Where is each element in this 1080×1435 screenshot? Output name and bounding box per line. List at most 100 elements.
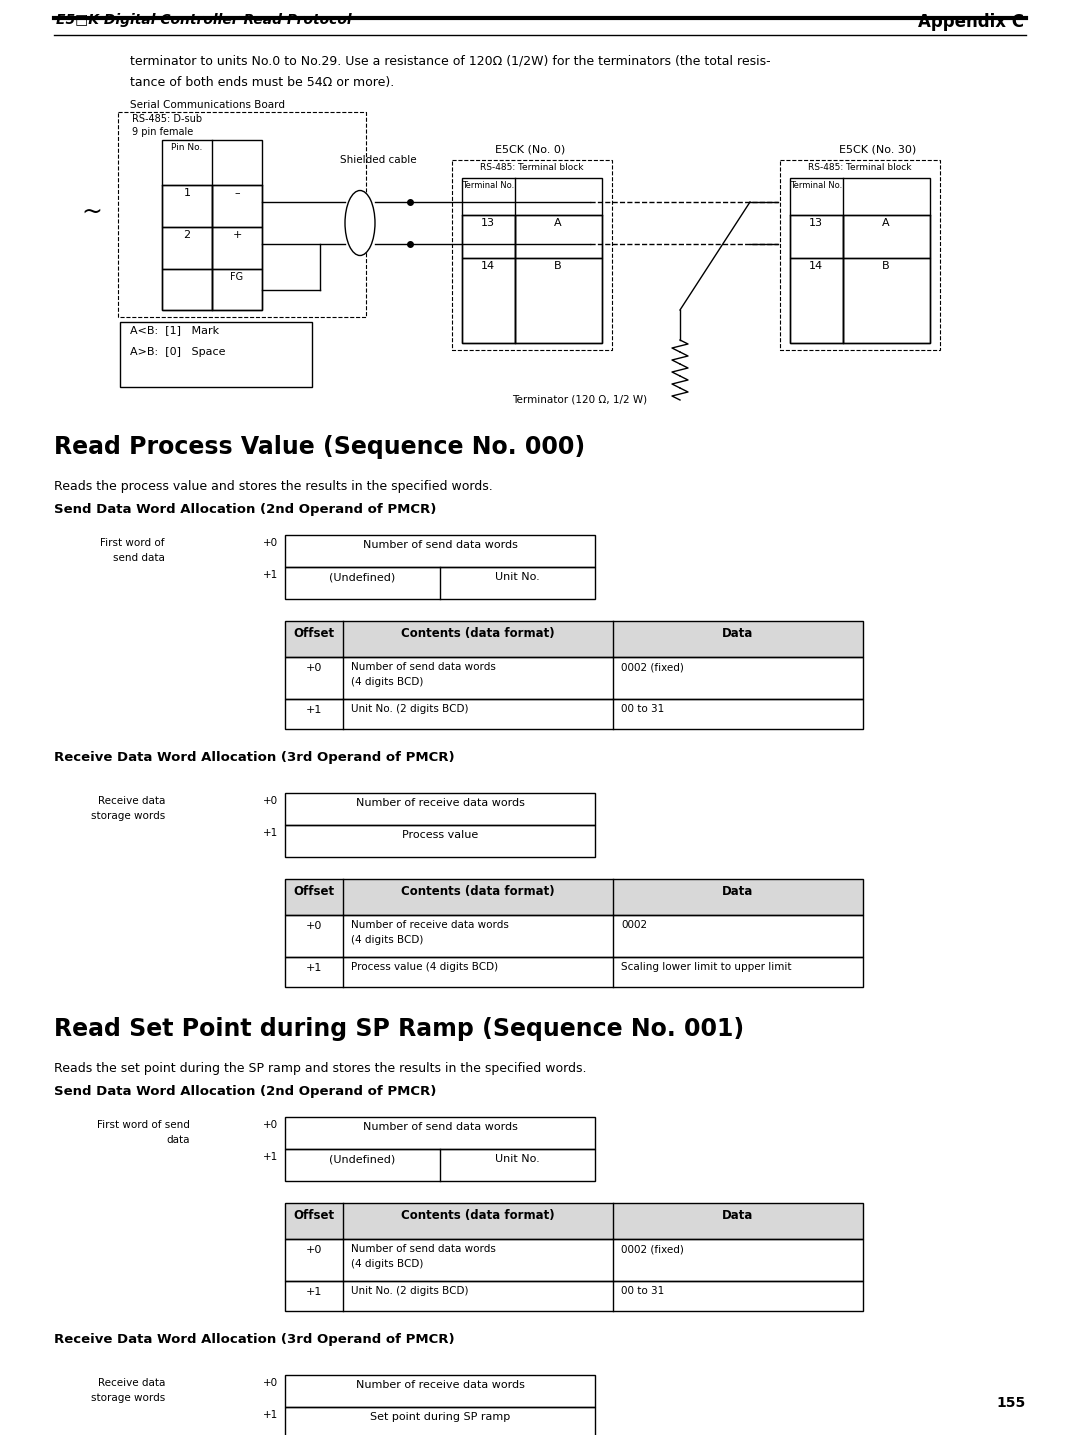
Text: Number of receive data words: Number of receive data words [355,1380,525,1391]
Text: Set point during SP ramp: Set point during SP ramp [369,1412,510,1422]
Text: +1: +1 [262,828,278,838]
Text: send data: send data [113,552,165,563]
Text: Appendix C: Appendix C [918,13,1024,32]
Text: +1: +1 [262,570,278,580]
Bar [843,258,930,343]
Text: (Undefined): (Undefined) [329,1154,395,1164]
Text: Number of send data words: Number of send data words [363,1122,517,1132]
Text: A<B:  [1]   Mark: A<B: [1] Mark [130,324,219,334]
Bar [212,227,262,268]
Text: Serial Communications Board: Serial Communications Board [130,100,285,110]
Bar [162,268,212,310]
Text: 14: 14 [481,261,495,271]
Text: E5CK (No. 0): E5CK (No. 0) [495,145,565,155]
Text: A: A [554,218,562,228]
Text: +0: +0 [262,538,278,548]
Text: +0: +0 [306,921,322,931]
Bar [789,178,930,343]
Text: ~: ~ [82,199,103,224]
Bar [162,141,262,310]
Text: +1: +1 [262,1152,278,1162]
Bar [285,957,863,987]
Text: E5CK (No. 30): E5CK (No. 30) [839,145,917,155]
Text: First word of: First word of [100,538,165,548]
Text: Scaling lower limit to upper limit: Scaling lower limit to upper limit [621,961,792,971]
Bar [285,880,863,916]
Text: 2: 2 [184,230,190,240]
Text: +0: +0 [306,663,322,673]
Text: Contents (data format): Contents (data format) [401,627,555,640]
Text: +: + [232,230,242,240]
Text: Receive Data Word Allocation (3rd Operand of PMCR): Receive Data Word Allocation (3rd Operan… [54,751,455,763]
Text: Pin No.: Pin No. [172,144,203,152]
Text: 14: 14 [809,261,823,271]
Text: Terminator (120 Ω, 1/2 W): Terminator (120 Ω, 1/2 W) [512,395,648,405]
Text: terminator to units No.0 to No.29. Use a resistance of 120Ω (1/2W) for the termi: terminator to units No.0 to No.29. Use a… [130,55,771,67]
Text: Send Data Word Allocation (2nd Operand of PMCR): Send Data Word Allocation (2nd Operand o… [54,1085,436,1098]
Text: 00 to 31: 00 to 31 [621,705,664,715]
Text: Unit No. (2 digits BCD): Unit No. (2 digits BCD) [351,1286,469,1296]
Bar [212,185,262,227]
Text: Number of send data words: Number of send data words [363,540,517,550]
Ellipse shape [345,191,375,255]
Text: Terminal No.: Terminal No. [462,181,514,189]
Text: –: – [234,188,240,198]
Text: Shielded cable: Shielded cable [340,155,417,165]
Text: E5□K Digital Controller Read Protocol: E5□K Digital Controller Read Protocol [56,13,352,27]
Text: A>B:  [0]   Space: A>B: [0] Space [130,347,226,357]
Text: 0002 (fixed): 0002 (fixed) [621,1244,684,1254]
Text: (4 digits BCD): (4 digits BCD) [351,677,423,687]
Text: FG: FG [230,273,244,283]
Bar [120,321,312,387]
Text: B: B [882,261,890,271]
Text: +1: +1 [306,963,322,973]
Text: +0: +0 [262,1119,278,1129]
Text: 13: 13 [809,218,823,228]
Text: +1: +1 [262,1411,278,1421]
Bar [515,258,602,343]
Bar [212,268,262,310]
Text: 0002 (fixed): 0002 (fixed) [621,662,684,672]
Bar [118,112,366,317]
Text: +1: +1 [306,1287,322,1297]
Bar [285,1203,863,1238]
Bar [285,621,863,657]
Text: Send Data Word Allocation (2nd Operand of PMCR): Send Data Word Allocation (2nd Operand o… [54,504,436,517]
Text: Read Set Point during SP Ramp (Sequence No. 001): Read Set Point during SP Ramp (Sequence … [54,1017,744,1040]
Text: Terminal No.: Terminal No. [789,181,842,189]
Text: RS-485: Terminal block: RS-485: Terminal block [481,164,584,172]
Text: Data: Data [723,885,754,898]
Bar [285,1375,595,1406]
Text: (4 digits BCD): (4 digits BCD) [351,936,423,946]
Text: Process value (4 digits BCD): Process value (4 digits BCD) [351,961,498,971]
Bar [285,535,595,567]
Text: Process value: Process value [402,829,478,839]
Text: 13: 13 [481,218,495,228]
Text: Read Process Value (Sequence No. 000): Read Process Value (Sequence No. 000) [54,435,585,459]
Bar [285,1149,595,1181]
Text: 1: 1 [184,188,190,198]
Text: (4 digits BCD): (4 digits BCD) [351,1258,423,1269]
Text: RS-485: D-sub: RS-485: D-sub [132,113,202,123]
Text: First word of send: First word of send [97,1119,190,1129]
Text: Unit No.: Unit No. [495,1154,539,1164]
Text: Number of send data words: Number of send data words [351,1244,496,1254]
Bar [285,567,595,598]
Text: RS-485: Terminal block: RS-485: Terminal block [808,164,912,172]
Text: Number of receive data words: Number of receive data words [355,798,525,808]
Text: Receive data: Receive data [97,1378,165,1388]
Bar [462,258,515,343]
Bar [789,258,843,343]
Text: storage words: storage words [91,811,165,821]
Text: A: A [882,218,890,228]
Bar [285,657,863,699]
Bar [285,1406,595,1435]
Bar [162,227,212,268]
Text: storage words: storage words [91,1393,165,1403]
Text: Data: Data [723,627,754,640]
Text: Offset: Offset [294,627,335,640]
Text: Contents (data format): Contents (data format) [401,885,555,898]
Bar [515,215,602,258]
Text: Data: Data [723,1210,754,1223]
Bar [453,159,612,350]
